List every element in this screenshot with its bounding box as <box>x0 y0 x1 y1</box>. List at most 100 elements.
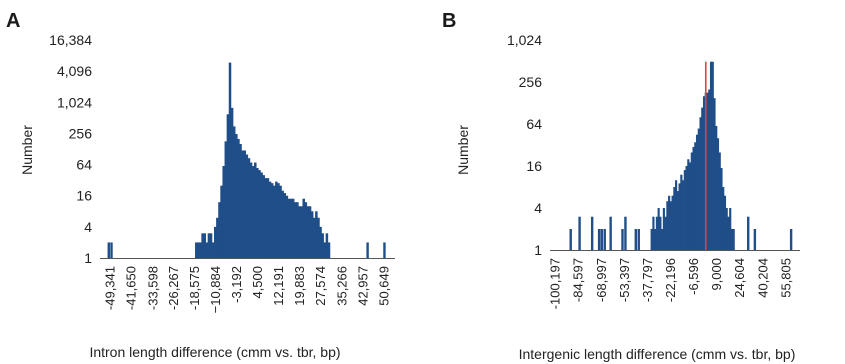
panel-b-y-tick-label: 16 <box>526 158 542 174</box>
panel-a-y-axis-title: Number <box>19 125 35 175</box>
panel-a-histogram-bar <box>325 233 329 258</box>
panel-a-histogram-bar <box>245 154 249 258</box>
panel-a-letter: A <box>6 10 21 32</box>
panel-a-x-tick-label: -49,341 <box>103 266 118 310</box>
panel-b-histogram-bar <box>706 92 709 250</box>
panel-b-x-tick-label: 40,204 <box>755 258 770 298</box>
panel-a-histogram-bar <box>241 150 244 258</box>
panel-a-histogram-bar <box>308 206 312 258</box>
panel-a-x-tick-label: -3,192 <box>229 266 244 303</box>
panel-b-histogram-bar <box>723 195 727 250</box>
panel-b-histogram-bar <box>713 98 716 250</box>
panel-b-x-tick-label: -37,797 <box>640 258 655 302</box>
panel-a-histogram-bar <box>251 166 255 258</box>
panel-b-y-axis-title: Number <box>455 125 471 175</box>
panel-a-histogram-bar <box>249 162 253 258</box>
panel-b-outlier-bar <box>747 216 750 250</box>
panel-b-outlier-bar <box>578 216 581 250</box>
panel-b-histogram-bar <box>682 180 685 250</box>
panel-b-y-tick-label: 64 <box>526 116 542 132</box>
panel-a-y-tick-label: 1,024 <box>57 94 92 110</box>
panel-a-histogram-bar <box>220 185 223 258</box>
panel-a-histogram-bar <box>277 183 280 258</box>
panel-b-x-tick-label: -84,597 <box>571 258 586 302</box>
panel-a-histogram-bar <box>327 242 331 258</box>
panel-a-histogram-bar <box>211 242 215 258</box>
panel-a-x-tick-label: -18,575 <box>187 266 202 310</box>
panel-b-histogram-bar <box>722 187 725 250</box>
panel-a-histogram-bar <box>197 242 200 258</box>
panel-a-x-tick-label: -33,598 <box>146 266 161 310</box>
panel-b-x-tick-label: -100,197 <box>548 258 563 309</box>
panel-b-histogram-bar <box>669 201 672 250</box>
panel-b-histogram-bar <box>683 170 686 250</box>
panel-b-outlier-bar <box>789 229 793 250</box>
panel-a-histogram-bar <box>272 185 276 258</box>
panel-b-x-tick-label: -53,397 <box>617 258 632 302</box>
panel-a-histogram-bar <box>296 202 299 258</box>
panel-b-x-tick-label: 24,604 <box>732 258 747 298</box>
panel-a-histogram-bar <box>285 195 289 258</box>
panel-a-outlier-bar <box>366 242 369 258</box>
panel-a-histogram-bar <box>279 185 282 258</box>
panel-b-histogram-bar <box>720 167 723 250</box>
panel-b-histogram-bar <box>668 195 671 250</box>
panel-b-histogram-bar <box>687 159 690 250</box>
panel-a-histogram-bar <box>235 133 238 258</box>
panel-b-outlier-bar <box>624 216 627 250</box>
panel-b-outlier-bar <box>753 229 757 250</box>
panel-a-histogram-bar <box>302 198 305 258</box>
panel-b-histogram-bar <box>685 166 688 250</box>
panel-b-histogram-bar <box>671 195 674 250</box>
panel-a-outlier-bar <box>107 242 110 258</box>
panel-b-x-axis-title: Intergenic length difference (cmm vs. tb… <box>519 346 796 362</box>
panel-b-histogram-bar <box>699 117 702 251</box>
panel-b-histogram-bar <box>675 180 678 250</box>
panel-b-x-tick-label: 9,000 <box>709 258 724 291</box>
panel-a-histogram-bar <box>266 178 270 258</box>
panel-a-histogram-bar <box>205 242 209 258</box>
panel-b-histogram-bar <box>664 216 667 250</box>
panel-a-histogram-bar <box>264 178 268 258</box>
panel-b-y-tick-label: 4 <box>534 200 542 216</box>
panel-a-histogram-bar <box>321 233 324 258</box>
panel-a-histogram-bar <box>275 181 278 258</box>
panel-b-histogram-bar <box>688 162 692 250</box>
panel-a-histogram-bar <box>207 233 211 258</box>
panel-a-x-tick-label: 50,649 <box>376 266 391 306</box>
panel-b-letter: B <box>442 10 457 32</box>
panel-b-histogram-bar <box>702 96 706 251</box>
panel-a-histogram-bar <box>315 211 318 258</box>
panel-a-histogram-bar <box>256 167 259 258</box>
panel-b-histogram-bar <box>652 216 655 250</box>
panel-b-outlier-bar <box>634 229 637 250</box>
panel-b-outlier-bar <box>609 216 612 250</box>
panel-a-histogram-bar <box>300 206 303 258</box>
panel-a-histogram-bar <box>291 198 295 258</box>
panel-a-histogram-bar <box>224 141 228 258</box>
panel-a-histogram-bar <box>260 172 263 258</box>
panel-b-outlier-bar <box>590 216 594 250</box>
panel-a-y-tick-label: 1 <box>84 250 92 266</box>
panel-a-histogram-bar <box>319 226 322 258</box>
panel-a-histogram-bar <box>270 183 274 258</box>
panel-a-histogram-bar <box>239 143 242 258</box>
panel-b-outlier-bar <box>597 229 601 250</box>
panel-b-histogram-bar <box>725 208 728 250</box>
panel-a-histogram-bar <box>268 181 272 258</box>
panel-b-y-tick-label: 256 <box>519 74 543 90</box>
panel-b-histogram-bar <box>657 208 660 250</box>
panel-a-y-tick-label: 4 <box>84 219 92 235</box>
panel-a-y-tick-label: 64 <box>76 157 92 173</box>
panel-b-histogram-bar <box>692 146 695 250</box>
panel-b-outlier-bar <box>637 229 640 250</box>
panel-b-outlier-bar <box>621 229 624 250</box>
panel-a-histogram-bar <box>323 242 327 258</box>
panel-a-x-tick-label: 4,500 <box>250 266 265 299</box>
panel-a-x-axis-title: Intron length difference (cmm vs. tbr, b… <box>89 344 340 360</box>
panel-a-histogram-bar <box>254 162 257 258</box>
panel-b-histogram-bar <box>695 134 699 250</box>
panel-a-x-tick-label: 19,883 <box>292 266 307 306</box>
panel-a-histogram-bar <box>199 242 202 258</box>
panel-a-histogram-bar <box>232 126 236 259</box>
